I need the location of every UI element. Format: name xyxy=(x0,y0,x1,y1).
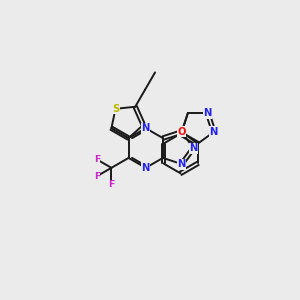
Text: N: N xyxy=(142,123,150,133)
Text: F: F xyxy=(108,180,115,189)
Text: N: N xyxy=(142,163,150,173)
Text: N: N xyxy=(178,159,186,169)
Text: S: S xyxy=(112,104,119,114)
Text: N: N xyxy=(210,127,218,137)
Text: F: F xyxy=(94,172,100,181)
Text: N: N xyxy=(189,143,198,153)
Text: F: F xyxy=(94,155,100,164)
Text: O: O xyxy=(178,127,186,137)
Text: N: N xyxy=(203,108,212,118)
